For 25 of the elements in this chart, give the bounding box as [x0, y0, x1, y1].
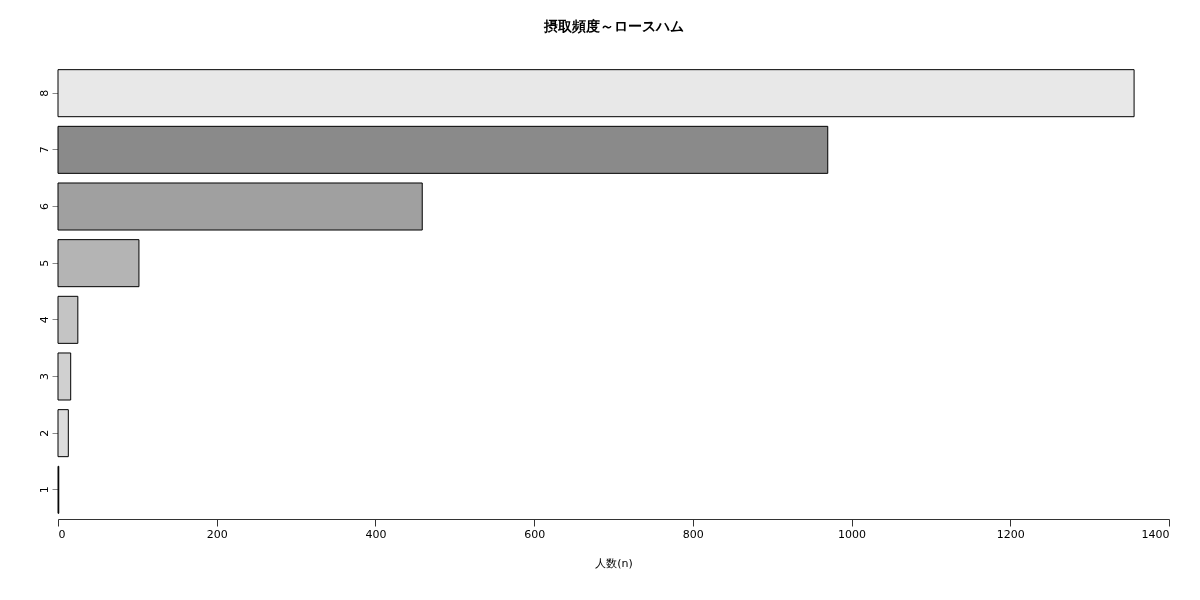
bar — [57, 125, 829, 174]
x-tick-label: 600 — [524, 527, 546, 541]
bar — [57, 69, 1135, 118]
bar — [57, 239, 140, 288]
x-tick-label: 1200 — [996, 527, 1025, 541]
x-tick-label: 1000 — [838, 527, 867, 541]
y-tick-label: 1 — [37, 486, 51, 494]
x-tick-label: 800 — [682, 527, 704, 541]
x-tick-label: 400 — [365, 527, 387, 541]
y-tick-label: 6 — [37, 203, 51, 211]
bar — [57, 182, 423, 231]
y-tick-label: 8 — [37, 89, 51, 97]
y-tick-label: 4 — [37, 316, 51, 324]
y-tick-label: 3 — [37, 372, 51, 380]
x-axis-title: 人数(n) — [595, 556, 633, 570]
x-tick-label: 1400 — [1141, 527, 1170, 541]
y-tick-label: 7 — [37, 146, 51, 154]
chart-title: 摂取頻度～ロースハム — [542, 18, 684, 34]
x-tick-label: 0 — [58, 527, 66, 541]
bar — [57, 295, 79, 344]
x-tick-label: 200 — [206, 527, 228, 541]
y-tick-label: 5 — [37, 259, 51, 267]
y-tick-label: 2 — [37, 429, 51, 437]
bar — [57, 352, 72, 401]
bar — [57, 409, 69, 458]
